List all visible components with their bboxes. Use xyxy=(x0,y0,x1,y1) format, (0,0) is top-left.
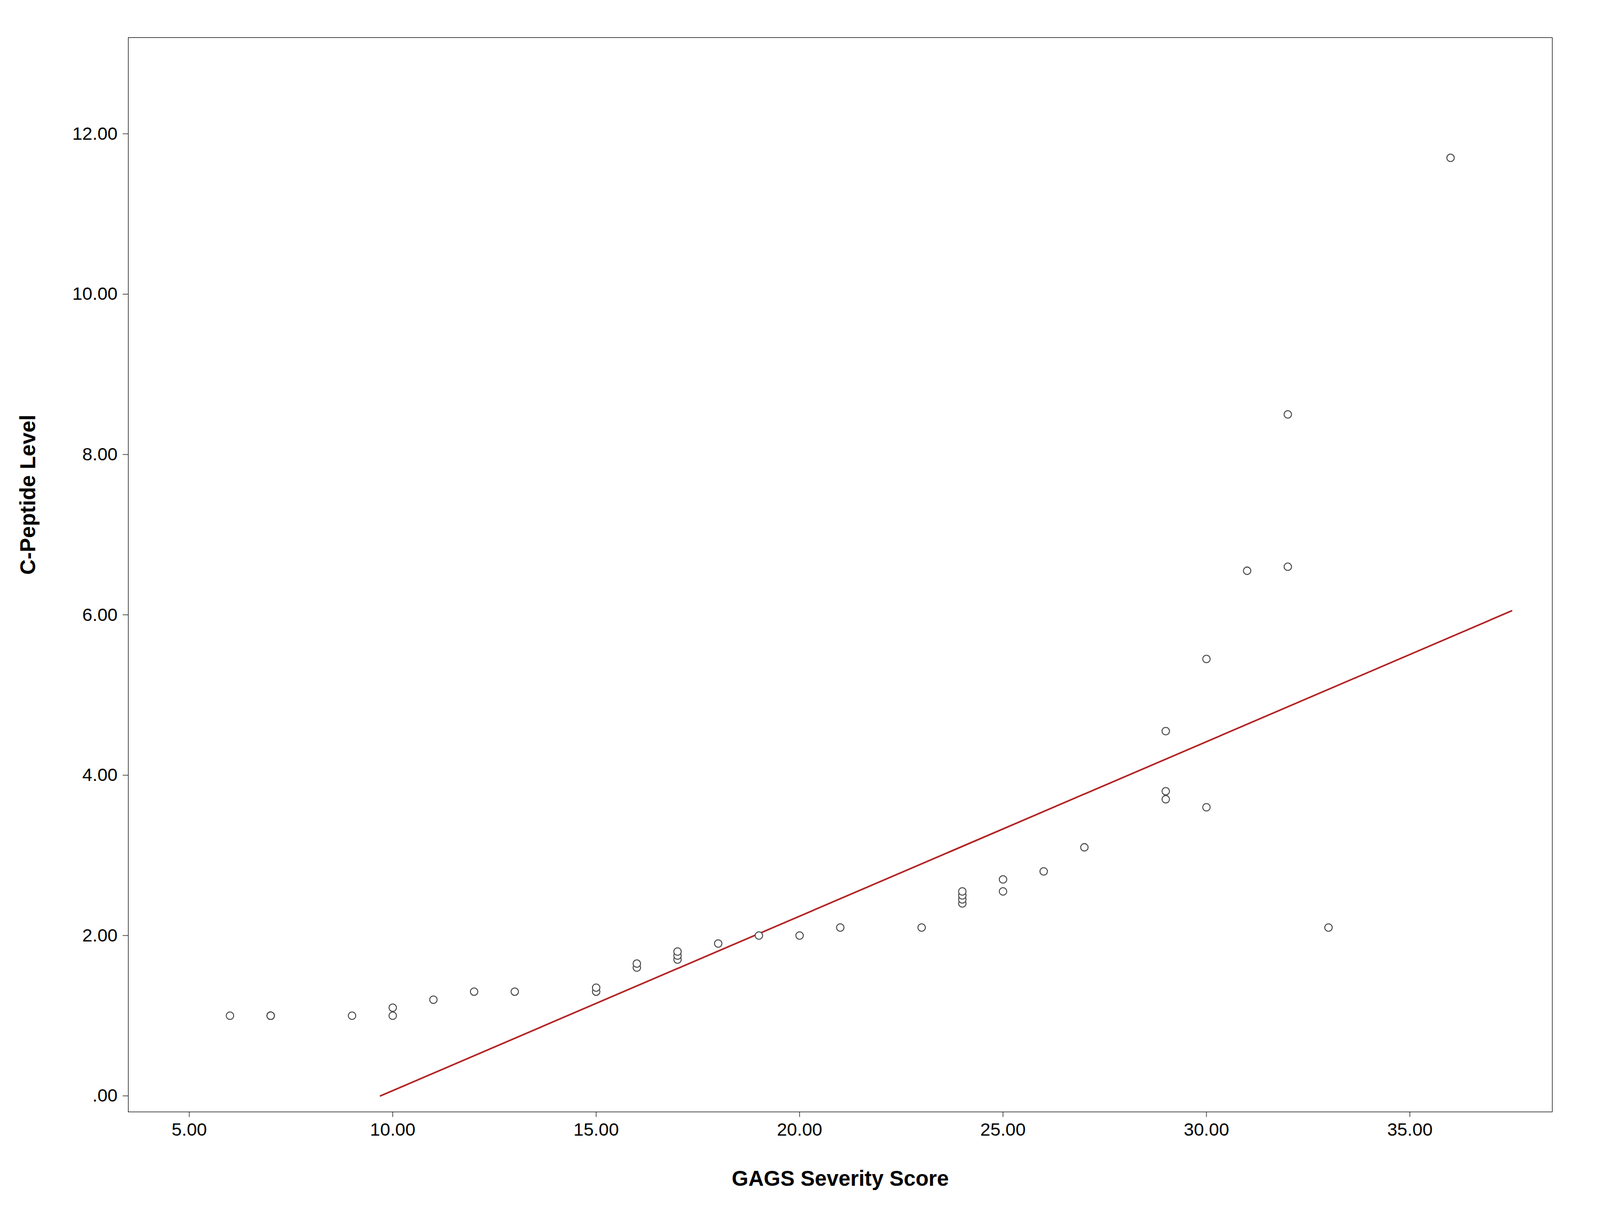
svg-text:12.00: 12.00 xyxy=(72,123,118,144)
svg-text:25.00: 25.00 xyxy=(980,1118,1026,1140)
svg-text:2.00: 2.00 xyxy=(82,924,118,946)
svg-text:.00: .00 xyxy=(92,1084,118,1106)
svg-text:20.00: 20.00 xyxy=(777,1118,823,1140)
svg-text:GAGS Severity Score: GAGS Severity Score xyxy=(731,1166,949,1190)
svg-text:C-Peptide Level: C-Peptide Level xyxy=(16,414,40,575)
svg-text:10.00: 10.00 xyxy=(370,1118,416,1140)
svg-text:4.00: 4.00 xyxy=(82,764,118,785)
svg-text:5.00: 5.00 xyxy=(171,1118,207,1140)
svg-text:30.00: 30.00 xyxy=(1184,1118,1230,1140)
svg-text:35.00: 35.00 xyxy=(1387,1118,1433,1140)
svg-text:6.00: 6.00 xyxy=(82,604,118,625)
svg-text:15.00: 15.00 xyxy=(573,1118,619,1140)
svg-text:8.00: 8.00 xyxy=(82,443,118,464)
svg-text:10.00: 10.00 xyxy=(72,283,118,304)
